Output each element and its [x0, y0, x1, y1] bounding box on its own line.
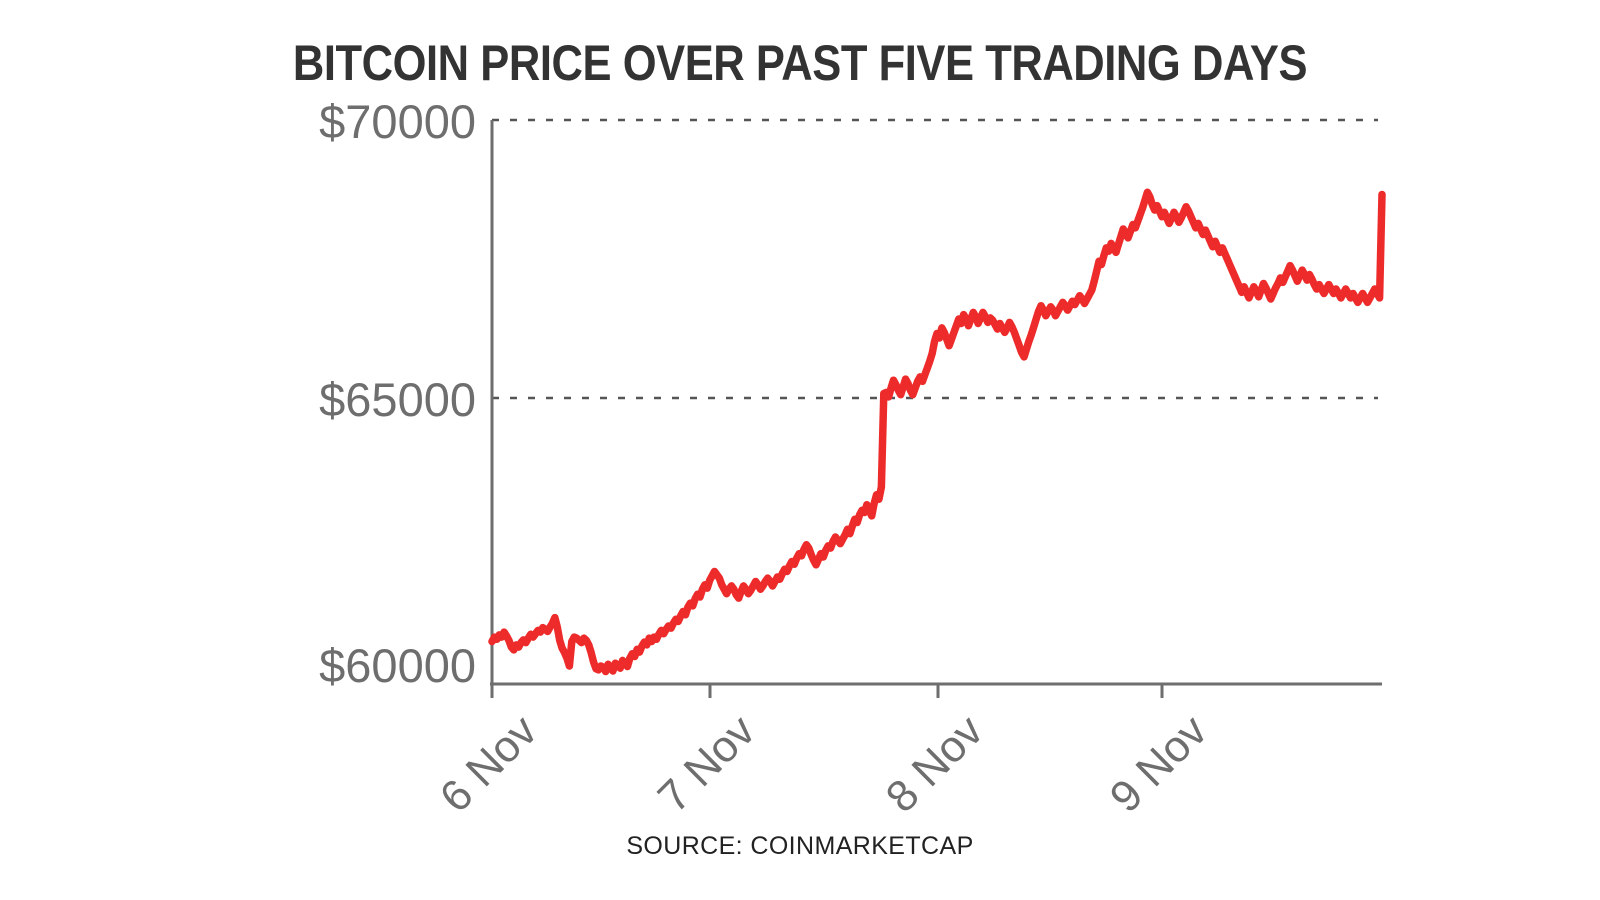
axes: [490, 120, 1382, 698]
price-line-series: [488, 188, 1386, 676]
y-axis-label-70000: $70000: [319, 95, 476, 148]
y-axis-label-60000: $60000: [319, 639, 476, 692]
gridlines: [492, 118, 1378, 400]
page-title: BITCOIN PRICE OVER PAST FIVE TRADING DAY…: [292, 35, 1308, 91]
source-caption: SOURCE: COINMARKETCAP: [626, 832, 974, 860]
y-axis-label-65000: $65000: [319, 373, 476, 426]
